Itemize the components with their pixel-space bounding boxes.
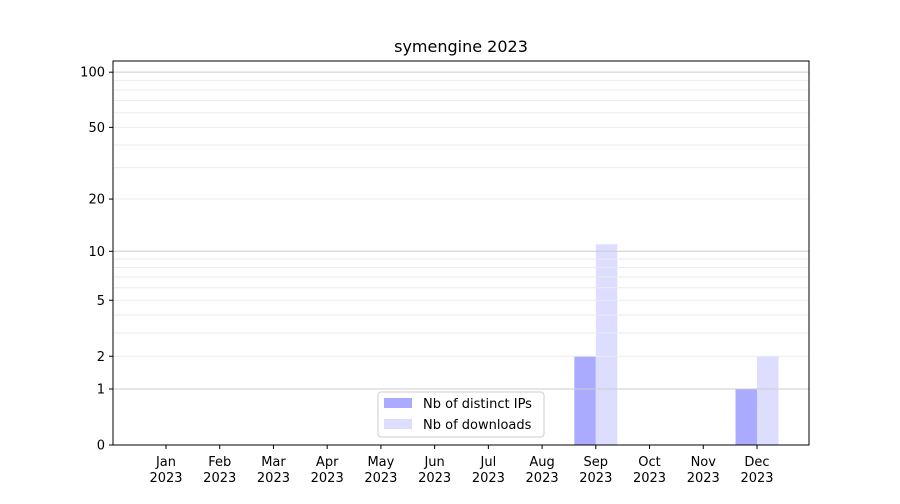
x-tick-label-month: Apr — [316, 455, 339, 470]
x-tick-label-year: 2023 — [257, 471, 290, 486]
bar-downloads — [757, 356, 779, 445]
y-tick-label: 2 — [97, 350, 105, 365]
legend-label-ips: Nb of distinct IPs — [423, 397, 532, 412]
x-tick-label-year: 2023 — [687, 471, 720, 486]
plot-frame — [112, 60, 810, 446]
bars — [574, 244, 779, 445]
y-tick-label: 1 — [97, 383, 105, 398]
x-tick-label-month: Jul — [480, 455, 497, 470]
legend-swatch-downloads — [384, 419, 412, 429]
y-tick-label: 20 — [88, 193, 105, 208]
x-tick-label-year: 2023 — [633, 471, 666, 486]
legend: Nb of distinct IPs Nb of downloads — [377, 391, 545, 438]
y-tick-label: 100 — [80, 66, 105, 81]
x-tick-label-month: Aug — [529, 455, 554, 470]
y-tick-label: 5 — [97, 294, 105, 309]
x-tick-label-year: 2023 — [149, 471, 182, 486]
x-tick-label-month: Nov — [691, 455, 717, 470]
y-tick-label: 10 — [88, 245, 105, 260]
x-tick-label-month: Jun — [423, 455, 444, 470]
x-tick-label-month: Oct — [638, 455, 660, 470]
x-tick-label-year: 2023 — [364, 471, 397, 486]
grid — [113, 71, 809, 390]
x-axis: Jan2023Feb2023Mar2023Apr2023May2023Jun20… — [149, 445, 774, 486]
x-tick-label-month: Mar — [261, 455, 286, 470]
x-tick-label-month: Jan — [155, 455, 176, 470]
x-tick-label-year: 2023 — [203, 471, 236, 486]
y-axis: 0 1 2 5 10 20 50 100 — [80, 66, 113, 454]
x-tick-label-year: 2023 — [418, 471, 451, 486]
x-tick-label-month: Feb — [208, 455, 231, 470]
y-tick-label: 0 — [97, 439, 105, 454]
x-tick-label-year: 2023 — [472, 471, 505, 486]
x-tick-label-year: 2023 — [579, 471, 612, 486]
legend-label-downloads: Nb of downloads — [423, 418, 532, 433]
x-tick-label-year: 2023 — [740, 471, 773, 486]
x-tick-label-year: 2023 — [526, 471, 559, 486]
chart-title: symengine 2023 — [394, 37, 528, 56]
x-tick-label-month: Sep — [584, 455, 609, 470]
legend-swatch-ips — [384, 398, 412, 408]
x-tick-label-year: 2023 — [311, 471, 344, 486]
bar-ips — [735, 389, 757, 445]
bar-ips — [574, 356, 596, 445]
x-tick-label-month: May — [367, 455, 394, 470]
y-tick-label: 50 — [88, 121, 105, 136]
x-tick-label-month: Dec — [744, 455, 769, 470]
bar-downloads — [595, 244, 618, 445]
